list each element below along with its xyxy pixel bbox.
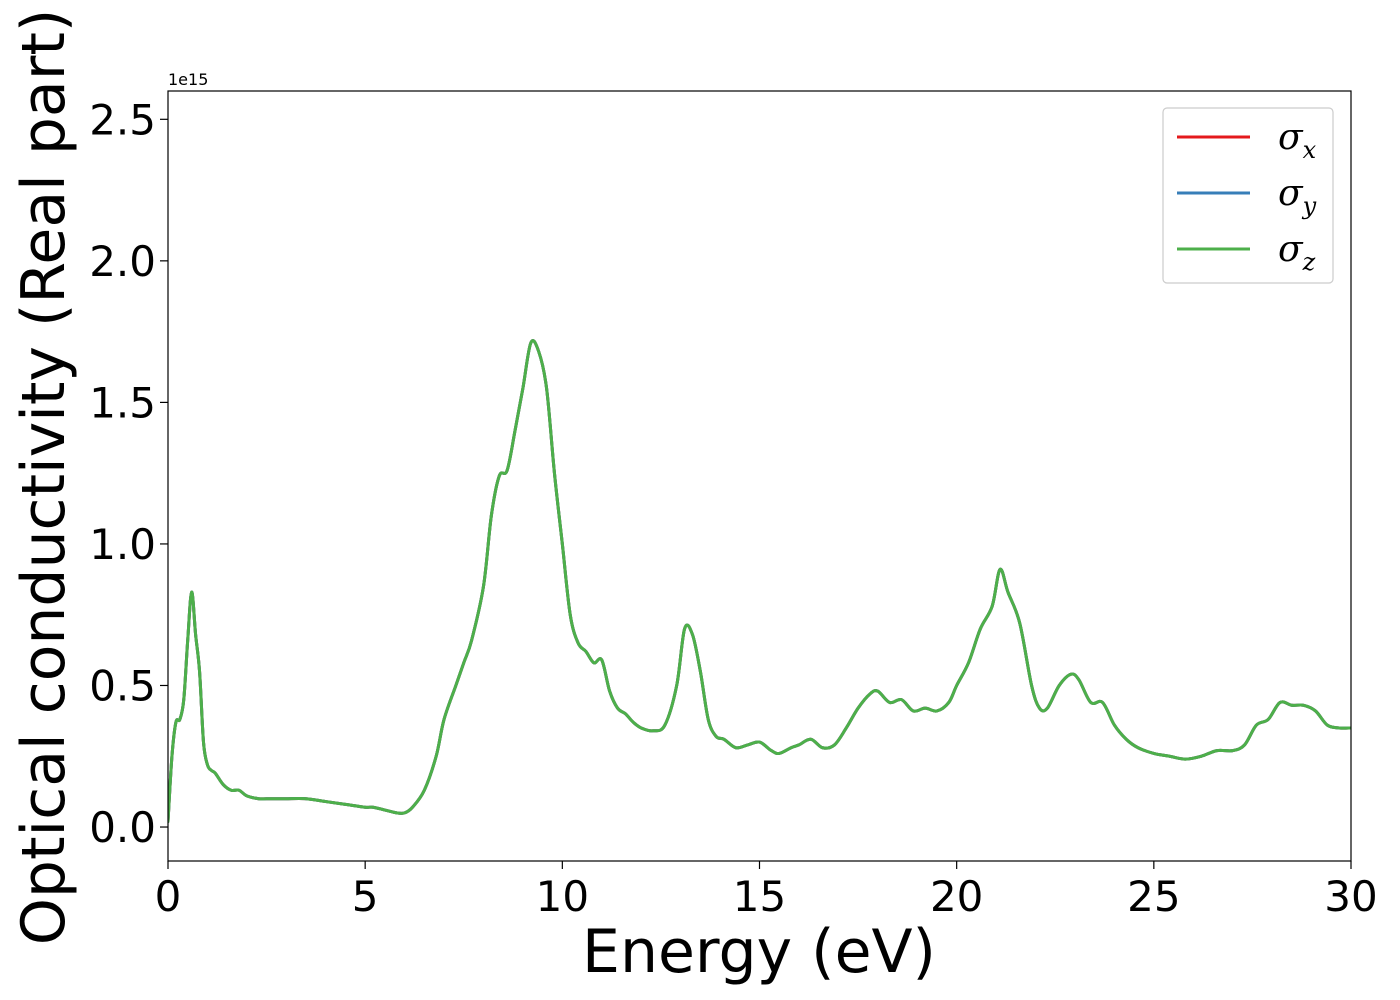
y-tick-label: 1.5 xyxy=(89,378,156,427)
x-tick-label: 0 xyxy=(155,872,182,921)
y-tick-label: 2.5 xyxy=(89,95,156,144)
y-tick-label: 1.0 xyxy=(89,520,156,569)
series-line-y xyxy=(168,339,1351,823)
x-tick-label: 15 xyxy=(733,872,786,921)
x-tick-label: 5 xyxy=(352,872,379,921)
y-axis-offset-label: 1e15 xyxy=(168,70,208,89)
legend-label-x: σx xyxy=(1278,117,1317,164)
y-tick-label: 0.0 xyxy=(89,803,156,852)
x-tick-label: 25 xyxy=(1127,872,1180,921)
y-tick-label: 2.0 xyxy=(89,237,156,286)
series-line-z xyxy=(168,339,1351,823)
series-layer xyxy=(168,339,1351,823)
legend: σx σy σz xyxy=(1162,107,1334,284)
legend-label-z: σz xyxy=(1278,229,1316,276)
x-axis-label: Energy (eV) xyxy=(582,917,936,987)
y-tick-label: 0.5 xyxy=(89,661,156,710)
legend-label-y: σy xyxy=(1278,173,1317,220)
y-axis-ticks: 0.0 0.5 1.0 1.5 2.0 2.5 xyxy=(89,95,168,852)
legend-box xyxy=(1162,107,1334,284)
x-tick-label: 20 xyxy=(930,872,983,921)
x-axis-ticks: 0 5 10 15 20 25 30 xyxy=(155,861,1378,921)
x-tick-label: 10 xyxy=(536,872,589,921)
y-axis-label: Optical conductivity (Real part) xyxy=(9,9,79,946)
x-tick-label: 30 xyxy=(1324,872,1377,921)
series-line-x xyxy=(168,339,1351,823)
